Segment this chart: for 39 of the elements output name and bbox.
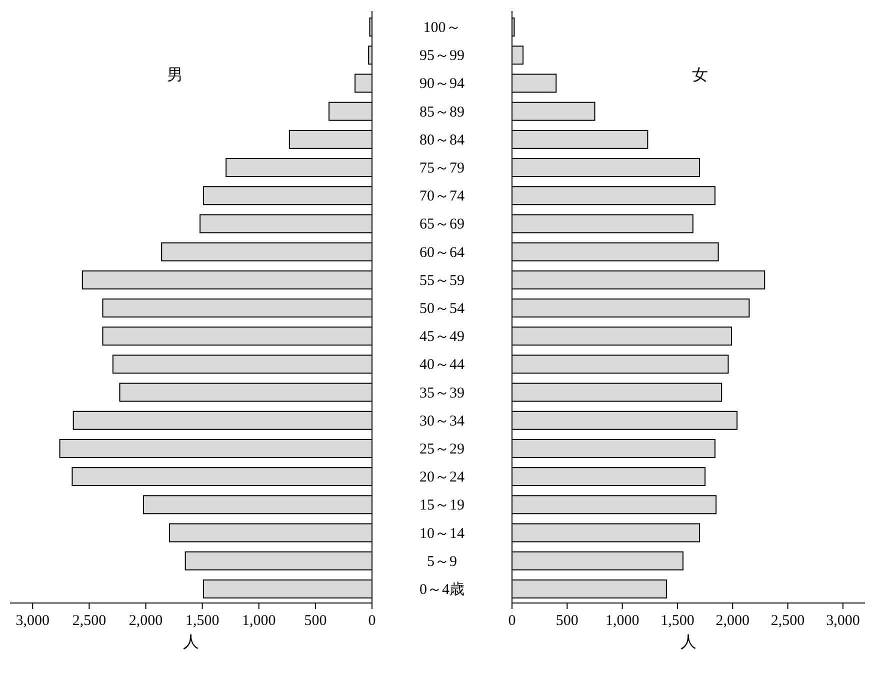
y-tick-label: 50～54 [420,301,465,317]
y-tick-label: 35～39 [420,385,464,402]
y-tick-label: 95～99 [420,48,464,64]
x-tick-label: 1,500 [660,613,694,629]
y-tick-label: 5～9 [427,554,457,570]
y-tick-label: 75～79 [420,160,464,177]
y-tick-label: 60～64 [420,244,465,261]
y-tick-label: 30～34 [420,413,465,430]
x-tick-label: 2,500 [72,613,106,629]
y-tick-label: 15～19 [420,498,464,514]
x-axis-title: 人 [680,634,696,651]
x-tick-label: 1,500 [185,613,220,629]
y-tick-label: 0～4歳 [420,580,464,598]
y-tick-label: 45～49 [420,329,464,346]
x-tick-label: 0 [368,613,376,629]
x-tick-label: 2,000 [128,613,163,629]
x-axis-title: 人 [183,634,199,651]
x-tick-label: 500 [304,613,327,629]
annotation: 男 [167,67,183,84]
y-tick-label: 100～ [423,20,461,36]
y-tick-label: 65～69 [420,216,464,233]
y-tick-label: 55～59 [420,272,464,289]
y-tick-label: 40～44 [420,357,465,374]
y-tick-label: 10～14 [420,526,465,542]
x-tick-label: 1,000 [605,613,640,629]
x-tick-label: 3,000 [826,613,860,629]
x-tick-label: 3,000 [16,613,50,629]
y-tick-label: 80～84 [420,132,465,148]
x-tick-label: 1,000 [242,613,276,629]
annotation: 女 [692,67,708,84]
y-tick-label: 90～94 [420,76,465,92]
y-tick-label: 20～24 [420,470,465,486]
y-tick-label: 85～89 [420,104,464,120]
x-tick-label: 2,000 [716,613,750,629]
y-tick-label: 25～29 [420,441,464,458]
x-tick-label: 2,500 [770,613,805,629]
x-tick-label: 0 [508,613,516,629]
y-tick-label: 70～74 [420,188,465,205]
x-tick-label: 500 [556,613,578,629]
